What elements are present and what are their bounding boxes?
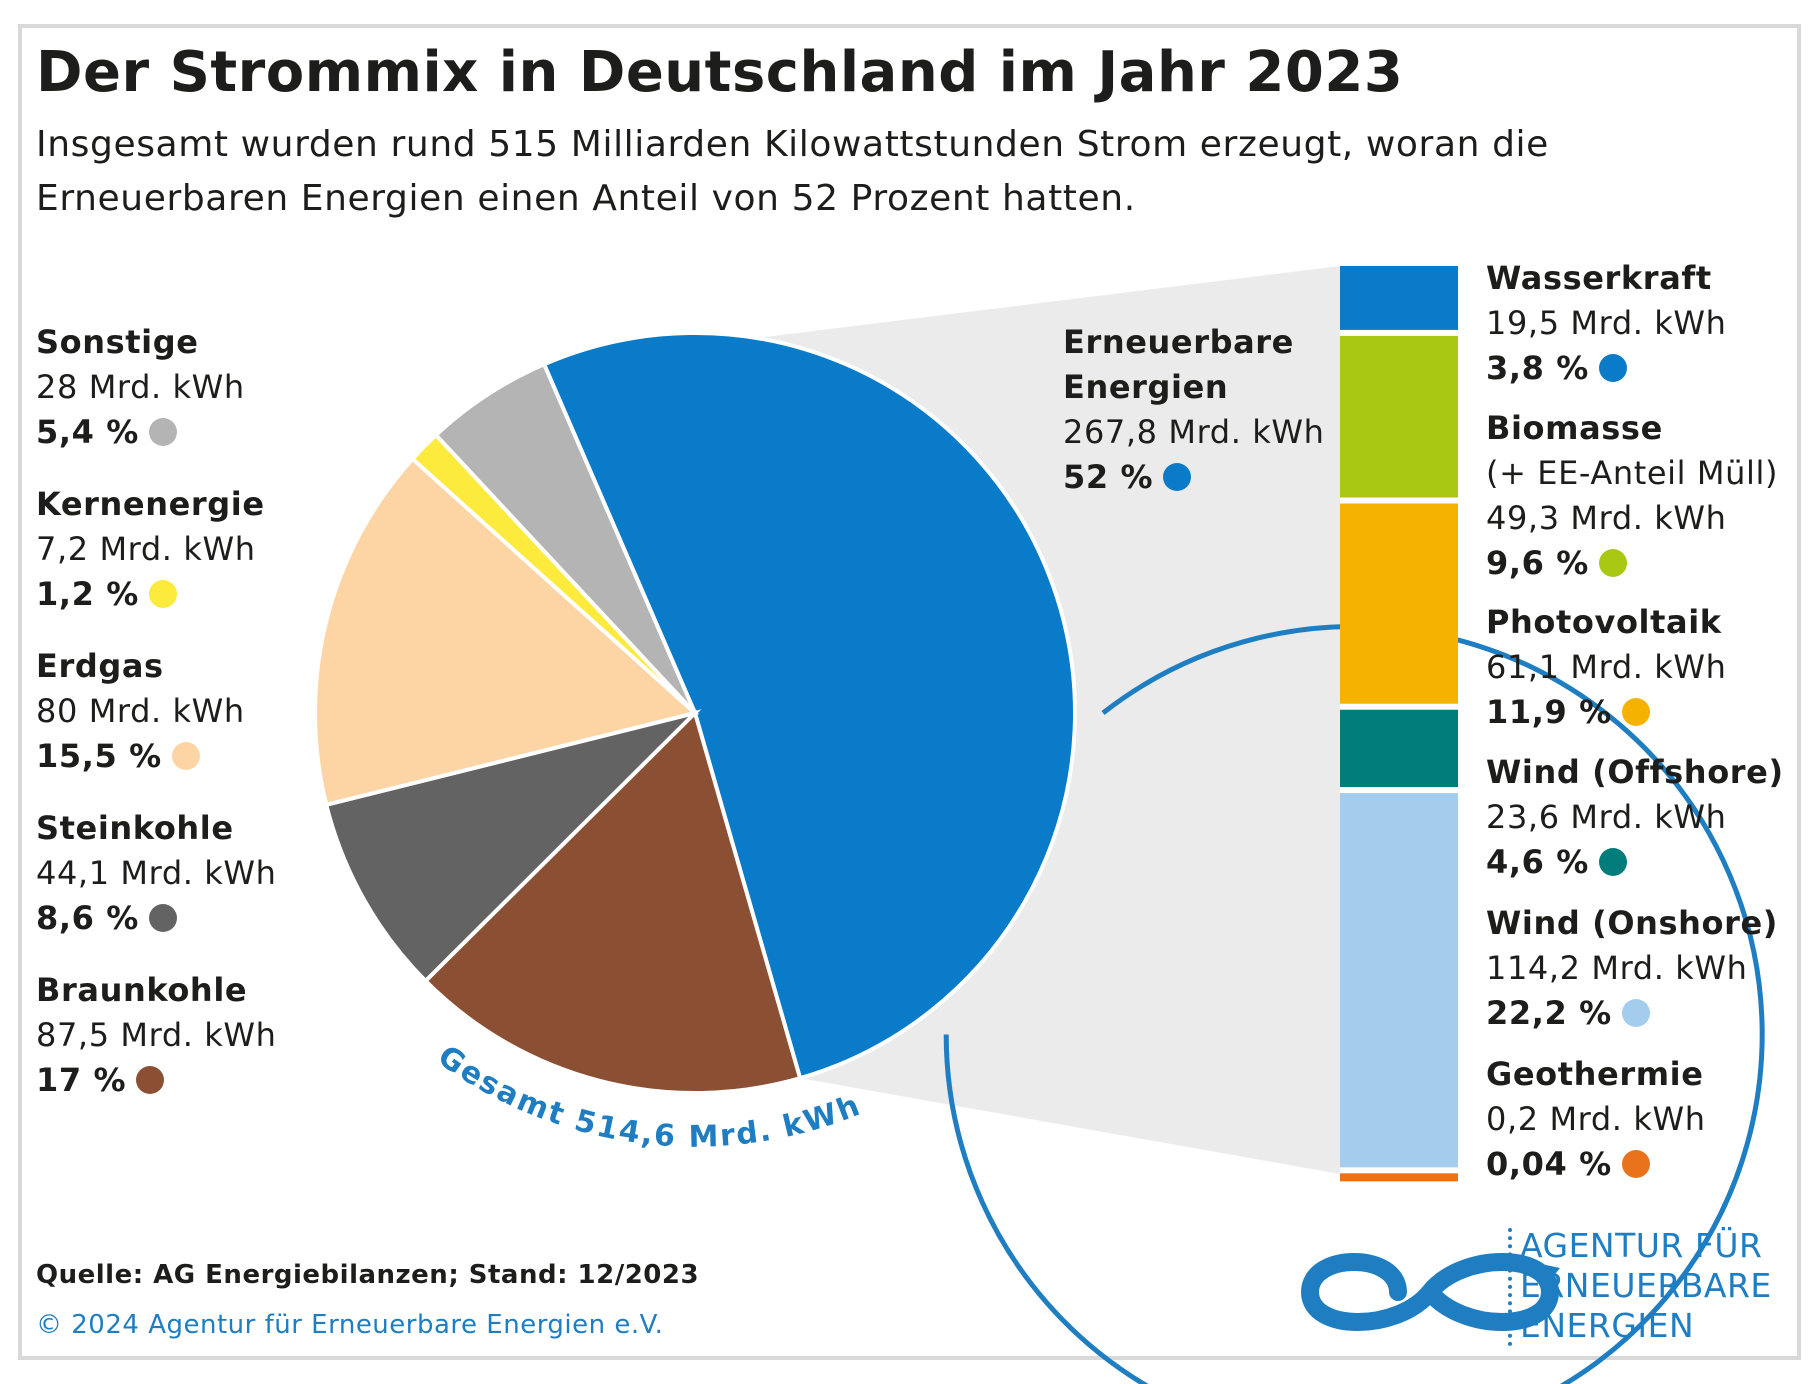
legend-value: 23,6 Mrd. kWh (1486, 798, 1727, 836)
legend-name: Erdgas (36, 647, 164, 685)
logo-separator (1508, 1228, 1512, 1346)
chart-title: Der Strommix in Deutschland im Jahr 2023 (36, 40, 1404, 105)
legend-value: 267,8 Mrd. kWh (1063, 413, 1325, 451)
legend-item-wind-onshore-: Wind (Onshore) 114,2 Mrd. kWh 22,2 % (1486, 901, 1778, 1036)
legend-value: 44,1 Mrd. kWh (36, 854, 277, 892)
legend-name: Sonstige (36, 323, 199, 361)
bar-segment-biomasse (1340, 335, 1458, 498)
legend-percent: 52 % (1063, 455, 1325, 500)
bar-segment-photovoltaik (1340, 503, 1458, 704)
legend-percent: 3,8 % (1486, 346, 1727, 391)
legend-percent: 0,04 % (1486, 1142, 1706, 1187)
legend-item-wasserkraft: Wasserkraft 19,5 Mrd. kWh 3,8 % (1486, 256, 1727, 391)
legend-item-photovoltaik: Photovoltaik 61,1 Mrd. kWh 11,9 % (1486, 600, 1727, 735)
legend-name: Wasserkraft (1486, 259, 1712, 297)
legend-color-dot (1621, 1150, 1650, 1178)
legend-name: Biomasse (1486, 409, 1663, 447)
legend-item-geothermie: Geothermie 0,2 Mrd. kWh 0,04 % (1486, 1052, 1706, 1187)
legend-color-dot (1621, 999, 1650, 1027)
logo-line-1: AGENTUR FÜR (1520, 1226, 1763, 1265)
legend-item-steinkohle: Steinkohle 44,1 Mrd. kWh 8,6 % (36, 806, 277, 941)
legend-value: 61,1 Mrd. kWh (1486, 648, 1727, 686)
legend-color-dot (1621, 698, 1650, 726)
legend-color-dot (171, 742, 200, 770)
legend-value: 49,3 Mrd. kWh (1486, 499, 1727, 537)
legend-percent: 22,2 % (1486, 991, 1778, 1036)
logo-line-2: ERNEUERBARE (1520, 1266, 1772, 1305)
logo-wordmark: AGENTUR FÜR ERNEUERBARE ENERGIEN (1520, 1226, 1772, 1346)
legend-percent: 5,4 % (36, 410, 245, 455)
legend-color-dot (1598, 354, 1627, 382)
legend-color-dot (1598, 549, 1627, 577)
pie-slice-erneuerbare-energien (541, 331, 1077, 1081)
bar-segment-wind-onshore- (1340, 793, 1458, 1168)
legend-value: 87,5 Mrd. kWh (36, 1016, 277, 1054)
legend-color-dot (1163, 463, 1192, 491)
legend-percent: 1,2 % (36, 572, 265, 617)
legend-color-dot (136, 1066, 165, 1094)
legend-percent: 17 % (36, 1058, 277, 1103)
pie-slice-sonstige (433, 361, 697, 715)
legend-value: 114,2 Mrd. kWh (1486, 949, 1748, 987)
legend-item-erneuerbare-energien: Erneuerbare Energien 267,8 Mrd. kWh 52 % (1063, 320, 1325, 500)
legend-item-braunkohle: Braunkohle 87,5 Mrd. kWh 17 % (36, 968, 277, 1103)
logo-line-3: ENERGIEN (1520, 1306, 1695, 1345)
legend-name: Photovoltaik (1486, 603, 1722, 641)
legend-name: Kernenergie (36, 485, 265, 523)
legend-value: 0,2 Mrd. kWh (1486, 1100, 1706, 1138)
legend-percent: 11,9 % (1486, 690, 1727, 735)
legend-color-dot (148, 904, 177, 932)
pie-slice-erdgas (313, 456, 700, 808)
legend-percent: 4,6 % (1486, 840, 1784, 885)
legend-color-dot (148, 418, 177, 446)
legend-percent: 15,5 % (36, 734, 245, 779)
legend-note: (+ EE-Anteil Müll) (1486, 454, 1779, 492)
frame (18, 24, 1801, 1360)
legend-item-biomasse: Biomasse (+ EE-Anteil Müll) 49,3 Mrd. kWh 9… (1486, 406, 1778, 586)
legend-name: Erneuerbare Energien (1063, 323, 1294, 406)
legend-item-sonstige: Sonstige 28 Mrd. kWh 5,4 % (36, 320, 245, 455)
legend-name: Wind (Offshore) (1486, 753, 1784, 791)
legend-value: 28 Mrd. kWh (36, 368, 245, 406)
legend-percent: 9,6 % (1486, 541, 1778, 586)
legend-name: Geothermie (1486, 1055, 1704, 1093)
legend-value: 80 Mrd. kWh (36, 692, 245, 730)
source-note: Quelle: AG Energiebilanzen; Stand: 12/20… (36, 1260, 700, 1290)
bar-segment-wasserkraft (1340, 266, 1458, 330)
bar-segment-geothermie (1340, 1173, 1458, 1182)
infinity-logo-icon (1300, 1253, 1560, 1331)
pie-slice-braunkohle (422, 709, 803, 1095)
legend-name: Steinkohle (36, 809, 234, 847)
legend-name: Wind (Onshore) (1486, 904, 1779, 942)
legend-name: Braunkohle (36, 971, 248, 1009)
legend-item-wind-offshore-: Wind (Offshore) 23,6 Mrd. kWh 4,6 % (1486, 750, 1784, 885)
legend-percent: 8,6 % (36, 896, 277, 941)
bar-segment-wind-offshore- (1340, 709, 1458, 788)
legend-color-dot (148, 580, 177, 608)
legend-item-erdgas: Erdgas 80 Mrd. kWh 15,5 % (36, 644, 245, 779)
pie-slice-steinkohle (323, 709, 702, 984)
legend-color-dot (1598, 848, 1627, 876)
legend-item-kernenergie: Kernenergie 7,2 Mrd. kWh 1,2 % (36, 482, 265, 617)
copyright-note: © 2024 Agentur für Erneuerbare Energien … (36, 1310, 664, 1340)
chart-subtitle: Insgesamt wurden rund 515 Milliarden Kil… (36, 124, 1549, 219)
legend-value: 19,5 Mrd. kWh (1486, 304, 1727, 342)
legend-value: 7,2 Mrd. kWh (36, 530, 256, 568)
